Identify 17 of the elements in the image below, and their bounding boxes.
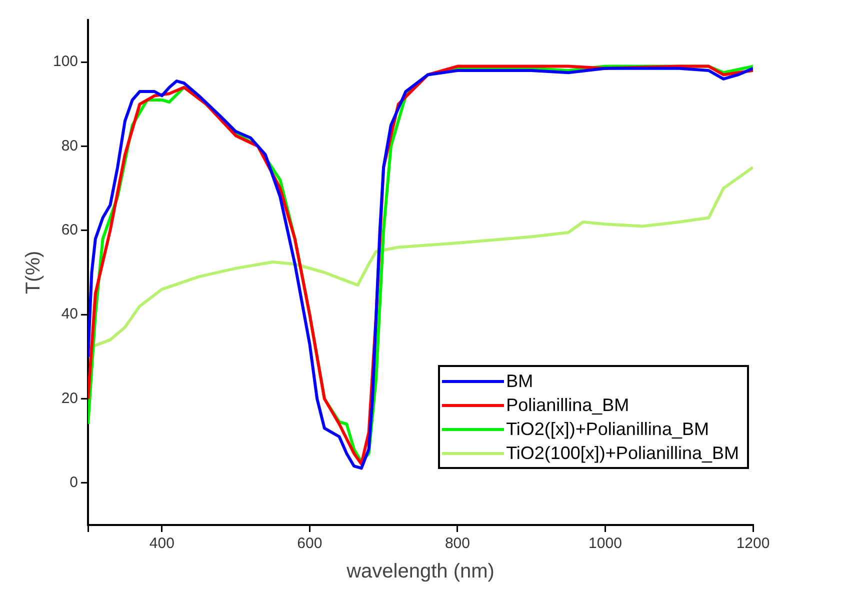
legend-label: TiO2([x])+Polianillina_BM (506, 418, 709, 441)
y-tick-label: 80 (61, 137, 78, 154)
x-tick-label: 400 (149, 535, 174, 552)
legend-label: Polianillina_BM (506, 394, 630, 417)
y-tick-label: 100 (52, 53, 78, 70)
legend-label: BM (506, 370, 534, 393)
legend-label: TiO2(100[x])+Polianillina_BM (506, 442, 739, 465)
y-tick-label: 60 (61, 222, 78, 239)
x-axis-title: wavelength (nm) (346, 560, 494, 583)
y-tick-label: 40 (61, 306, 78, 323)
x-tick-label: 1200 (736, 535, 770, 552)
y-tick-label: 0 (70, 474, 78, 492)
y-tick-label: 20 (61, 390, 78, 407)
y-axis-title: T(%) (22, 250, 45, 294)
x-tick-label: 600 (297, 535, 322, 552)
x-tick-label: 800 (444, 535, 470, 552)
x-tick-label: 1000 (588, 535, 622, 552)
